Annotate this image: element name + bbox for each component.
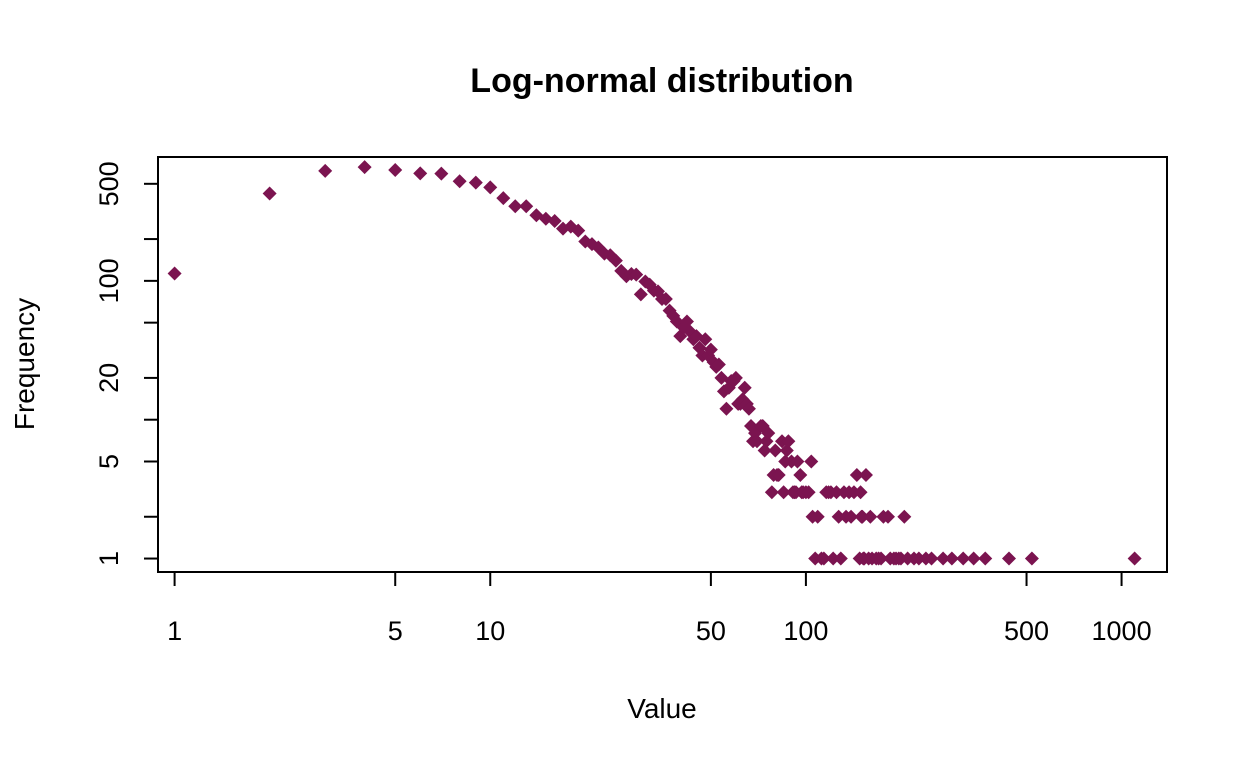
data-point [757, 443, 772, 458]
y-tick-label: 5 [94, 454, 124, 469]
data-point [719, 401, 734, 416]
data-point [768, 443, 783, 458]
data-point [897, 509, 912, 524]
data-point [833, 551, 848, 566]
x-tick-label: 5 [388, 616, 403, 646]
data-point [547, 213, 562, 228]
y-axis: 1 5 20 100 500 [94, 161, 159, 566]
y-tick-label: 1 [94, 551, 124, 566]
plot-frame [157, 156, 1168, 573]
data-point [679, 314, 694, 329]
data-point [629, 267, 644, 282]
data-point [318, 163, 333, 178]
data-point [831, 509, 846, 524]
data-point [826, 551, 841, 566]
data-point [1127, 551, 1142, 566]
data-point [1024, 551, 1039, 566]
data-point [608, 253, 623, 268]
x-tick-label: 10 [475, 616, 505, 646]
data-point [966, 551, 981, 566]
y-axis-label: Frequency [9, 298, 40, 430]
x-tick-label: 500 [1004, 616, 1049, 646]
data-point [741, 401, 756, 416]
data-point [911, 551, 926, 566]
data-point [357, 160, 372, 175]
data-point [771, 467, 786, 482]
data-point [519, 199, 534, 214]
data-point [703, 342, 718, 357]
data-point [874, 551, 889, 566]
x-tick-label: 1 [167, 616, 182, 646]
x-tick-label: 50 [696, 616, 726, 646]
data-point [779, 443, 794, 458]
y-tick-label: 20 [94, 363, 124, 393]
data-point [597, 246, 612, 261]
data-point [1002, 551, 1017, 566]
data-point [468, 175, 483, 190]
data-point [167, 266, 182, 281]
data-point [452, 174, 467, 189]
data-point [956, 551, 971, 566]
data-point [776, 485, 791, 500]
data-point [801, 485, 816, 500]
data-point [262, 186, 277, 201]
y-tick-label: 500 [94, 161, 124, 206]
data-point [737, 380, 752, 395]
data-point [781, 434, 796, 449]
x-tick-label: 100 [783, 616, 828, 646]
data-point [978, 551, 993, 566]
data-point [658, 292, 673, 307]
data-point [858, 467, 873, 482]
data-point [880, 509, 895, 524]
data-point [388, 162, 403, 177]
data-points [167, 160, 1142, 566]
data-point [855, 509, 870, 524]
data-point [829, 485, 844, 500]
data-point [413, 166, 428, 181]
x-tick-label: 1000 [1092, 616, 1152, 646]
y-tick-label: 100 [94, 258, 124, 303]
data-point [936, 551, 951, 566]
data-point [728, 370, 743, 385]
data-point [508, 199, 523, 214]
x-axis: 1 5 10 50 100 500 1000 [167, 571, 1152, 646]
data-point [711, 357, 726, 372]
chart-title: Log-normal distribution [470, 62, 853, 100]
data-point [810, 509, 825, 524]
data-point [924, 551, 939, 566]
data-point [853, 485, 868, 500]
data-point [698, 332, 713, 347]
data-point [863, 509, 878, 524]
data-point [761, 426, 776, 441]
data-point [633, 287, 648, 302]
data-point [844, 509, 859, 524]
data-point [750, 434, 765, 449]
data-point [571, 223, 586, 238]
data-point [804, 454, 819, 469]
data-point [496, 191, 511, 206]
x-axis-label: Value [627, 693, 697, 724]
data-point [944, 551, 959, 566]
data-point [849, 467, 864, 482]
data-point [790, 454, 805, 469]
data-point [483, 180, 498, 195]
data-point [434, 166, 449, 181]
data-point [793, 467, 808, 482]
data-point [816, 551, 831, 566]
data-point [764, 485, 779, 500]
